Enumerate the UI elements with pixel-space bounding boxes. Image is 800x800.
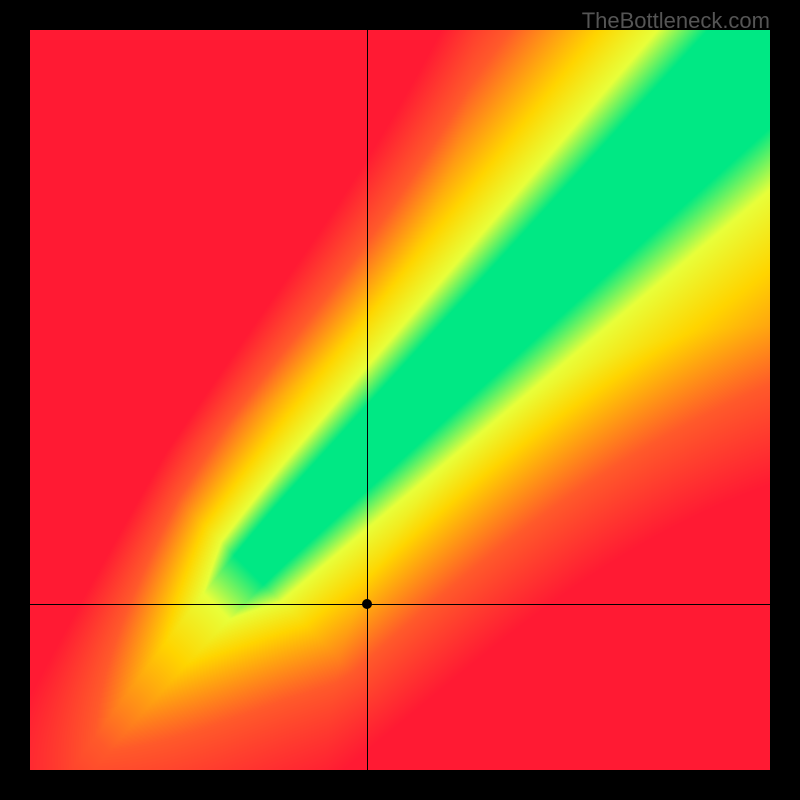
- plot-area: [30, 30, 770, 770]
- marker-dot: [362, 599, 372, 609]
- heatmap-canvas: [30, 30, 770, 770]
- watermark-text: TheBottleneck.com: [582, 8, 770, 34]
- crosshair-vertical: [367, 30, 368, 770]
- crosshair-horizontal: [30, 604, 770, 605]
